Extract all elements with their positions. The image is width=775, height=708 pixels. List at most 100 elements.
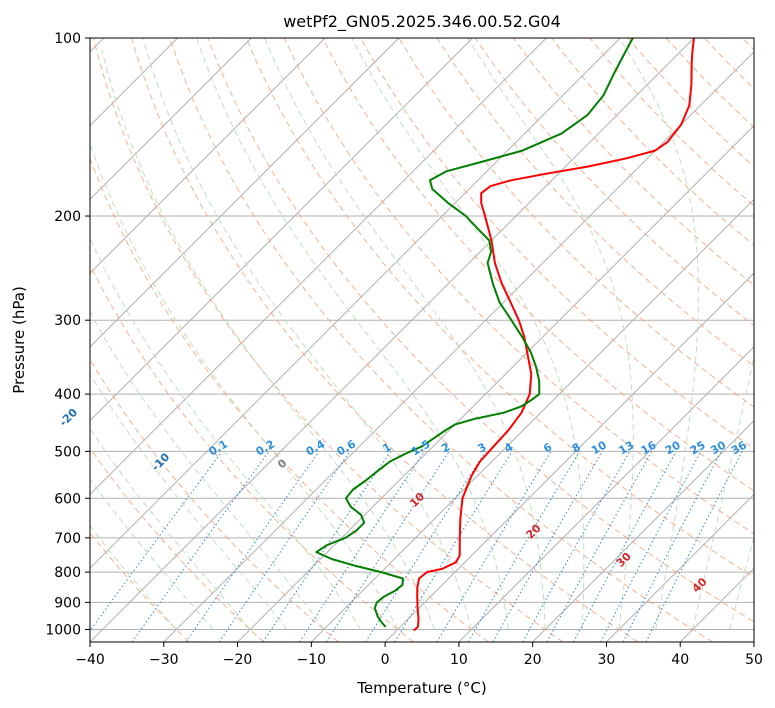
dry-adiabat — [589, 38, 754, 207]
mixing-ratio-line — [573, 451, 677, 642]
mixing-ratio-label: 6 — [541, 440, 554, 455]
dry-adiabat — [474, 38, 754, 326]
dry-adiabat — [90, 447, 265, 642]
x-tick-label: 50 — [745, 652, 763, 668]
dry-adiabat — [169, 38, 713, 642]
x-tick-label: 40 — [671, 652, 689, 668]
mixing-ratio-label: 0.6 — [335, 437, 359, 458]
mixing-ratio-line — [622, 451, 722, 642]
x-tick-label: −30 — [149, 652, 179, 668]
sounding-series — [315, 38, 695, 632]
isotherm-line — [90, 38, 252, 201]
moist-adiabat — [90, 311, 325, 630]
isotherm-line — [163, 51, 754, 642]
dry-adiabat — [551, 38, 754, 246]
y-tick-label: 200 — [54, 209, 81, 225]
dry-adiabat — [90, 263, 414, 642]
mixing-ratio-line — [600, 451, 702, 642]
mixing-ratio-line — [522, 451, 631, 642]
y-tick-label: 400 — [54, 387, 81, 403]
y-tick-label: 700 — [54, 531, 81, 547]
dry-adiabat — [512, 38, 754, 286]
mixing-ratio-label: 8 — [570, 440, 583, 455]
x-axis-title: Temperature (°C) — [356, 679, 486, 697]
mixing-ratio-label: 30 — [708, 438, 728, 457]
moist-adiabat — [692, 354, 754, 630]
isotherm-line — [606, 493, 754, 642]
y-tick-label: 500 — [54, 444, 81, 460]
y-tick-label: 800 — [54, 565, 81, 581]
x-tick-label: 20 — [524, 652, 542, 668]
mixing-ratio-line — [131, 451, 270, 642]
moist-adiabat — [90, 427, 251, 630]
dry-adiabat — [207, 38, 754, 623]
dry-adiabat-label: -20 — [57, 406, 80, 429]
mixing-ratio-line — [365, 451, 486, 642]
moist-adiabat-label: 20 — [524, 521, 544, 541]
moist-adiabat — [90, 525, 177, 630]
y-tick-label: 100 — [54, 31, 81, 47]
moist-adiabat-label: 10 — [407, 490, 427, 510]
isotherm-line — [753, 641, 754, 642]
y-tick-label: 600 — [54, 491, 81, 507]
moist-adiabat-label: 0 — [275, 456, 290, 471]
isotherm-line — [90, 38, 695, 642]
isotherm-line — [532, 419, 754, 642]
mixing-ratio-line — [325, 451, 450, 642]
dry-adiabat — [90, 157, 489, 642]
dry-adiabat — [665, 38, 754, 129]
chart-title: wetPf2_GN05.2025.346.00.52.G04 — [283, 12, 561, 32]
dry-adiabat — [322, 38, 754, 492]
y-tick-label: 1000 — [45, 622, 81, 638]
isotherm-line — [90, 38, 621, 569]
mixing-ratio-line — [218, 451, 351, 642]
x-tick-label: −10 — [297, 652, 327, 668]
x-tick-label: 30 — [598, 652, 616, 668]
mixing-ratio-label: 20 — [663, 438, 683, 457]
isotherm-line — [384, 272, 754, 642]
dry-adiabat — [436, 38, 754, 367]
moist-adiabat — [142, 38, 472, 630]
isotherm-line — [90, 38, 547, 496]
mixing-ratio-label: 0.1 — [207, 437, 230, 458]
background-lines — [90, 38, 754, 642]
mixing-ratio-line — [90, 451, 223, 632]
isotherm-line — [679, 567, 754, 642]
dry-adiabat — [283, 38, 754, 535]
mixing-ratio-label: 2 — [439, 440, 452, 455]
dry-adiabat — [627, 38, 754, 168]
mixing-ratio-line — [185, 451, 320, 642]
dewpoint-line — [315, 38, 634, 628]
mixing-ratio-label: 10 — [589, 438, 609, 457]
x-tick-label: −40 — [75, 652, 105, 668]
plot-frame — [89, 37, 755, 643]
y-tick-label: 300 — [54, 313, 81, 329]
moist-adiabat — [618, 38, 699, 630]
dry-adiabat — [92, 38, 564, 642]
mixing-ratio-label: 0.2 — [254, 437, 277, 458]
mixing-ratio-line — [394, 451, 513, 642]
axes: −40 −30 −20 −10 0 10 20 30 40 5010009008007006005… — [45, 31, 763, 668]
mixing-ratio-line — [645, 451, 743, 642]
dry-adiabat — [131, 38, 639, 642]
dry-adiabat-label: -10 — [149, 450, 172, 473]
mixing-ratio-line — [436, 451, 552, 642]
y-axis-title: Pressure (hPa) — [10, 286, 28, 394]
moist-adiabat — [90, 142, 399, 630]
y-tick-label: 900 — [54, 595, 81, 611]
moist-adiabat-label: 30 — [614, 550, 634, 570]
moist-adiabat — [467, 38, 634, 630]
mixing-ratio-label: 25 — [688, 439, 708, 458]
moist-adiabat — [351, 38, 585, 630]
dry-adiabat — [398, 38, 754, 408]
isotherm-line — [458, 346, 754, 642]
isotherm-line — [90, 38, 326, 274]
isotherm-line — [90, 38, 400, 348]
dry-adiabat — [90, 358, 339, 642]
moist-adiabat — [196, 38, 509, 630]
moist-adiabat — [729, 535, 754, 630]
moist-adiabat — [90, 237, 362, 630]
mixing-ratio-line — [262, 451, 392, 642]
dry-adiabat — [742, 38, 754, 51]
